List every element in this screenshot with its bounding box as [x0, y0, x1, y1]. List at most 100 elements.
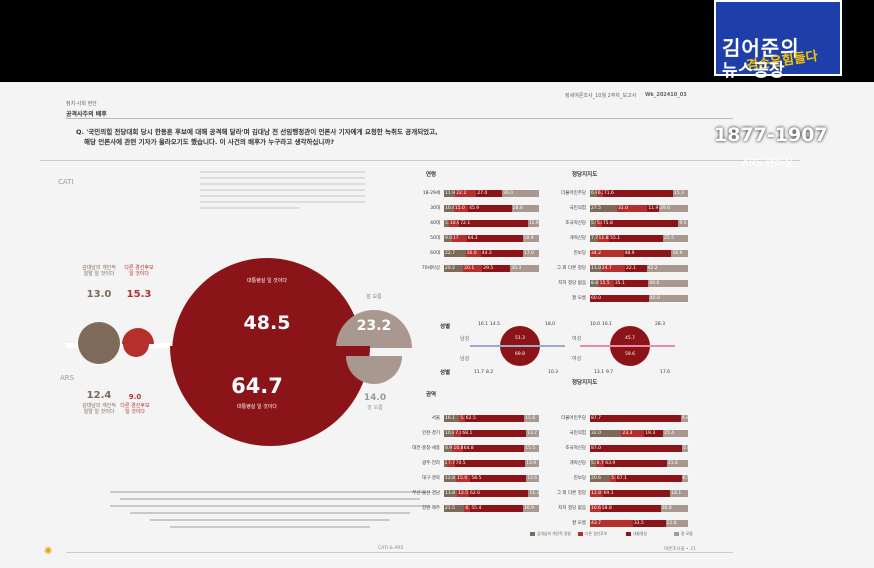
region-segment: 10.8 — [444, 430, 455, 437]
party-value: 22.1 — [625, 266, 637, 271]
region-value: 70.5 — [455, 461, 466, 466]
age-row-label: 70세이상 — [421, 266, 440, 271]
faded-text-block — [200, 167, 365, 227]
party-value: 11.8 — [598, 236, 609, 241]
male-ars-value: 69.8 — [515, 352, 526, 357]
party-ars-segment: 22.8 — [665, 520, 688, 527]
party-segment: 34.2 — [590, 250, 624, 257]
region-segment: 6.2 — [464, 505, 473, 512]
party-ars-row-label: 그 외 다른 정당 — [556, 491, 586, 496]
region-row-label: 대구·경북 — [422, 476, 440, 481]
female-ars-value: 17.6 — [660, 370, 671, 375]
age-row-label: 50대 — [430, 236, 440, 241]
party-ars-row-label: 국민의힘 — [569, 431, 586, 436]
party-bar: 5.9 5.8 75.8 9.5 — [590, 220, 688, 227]
male-cati-value: 51.3 — [515, 336, 526, 341]
age-segment: 30.3 — [510, 265, 539, 272]
party-ars-value: 33.5 — [633, 521, 644, 526]
age-value: 22.7 — [445, 251, 456, 256]
party-ars-value: 23.3 — [622, 431, 633, 436]
news-factory-logo: 김어준의 겸손은힘들다 뉴스공장 — [714, 0, 842, 81]
party-ars-value: 20.6 — [591, 476, 602, 481]
region-bar: 13.8 12.5 62.6 11.1 — [444, 490, 539, 497]
party-value: 24.7 — [601, 266, 612, 271]
age-bar: 20.2 20.1 29.5 30.3 — [444, 265, 539, 272]
party-segment: 11.0 — [590, 265, 601, 272]
party-segment: 22.1 — [624, 265, 647, 272]
party-ars-segment: 20.6 — [590, 475, 611, 482]
party-ars-bar: 12.8 69.1 18.1 — [590, 490, 688, 497]
region-value: 13.7 — [526, 431, 538, 436]
female-cati-value: 45.7 — [625, 336, 636, 341]
party-value: 5.9 — [591, 221, 599, 226]
party-ars-segment: 23.3 — [621, 430, 645, 437]
female-ars-value: 13.1 — [594, 370, 605, 375]
ars-circle-individual — [78, 343, 120, 364]
party-ars-value: 5.8 — [682, 446, 691, 451]
party-table-ars-title: 정당지지도 — [572, 380, 598, 386]
male-cati-value: 18.0 — [545, 322, 556, 327]
ars-overlay: ARS 밴버실 — [742, 158, 793, 169]
party-segment: 24.7 — [600, 265, 625, 272]
female-cati-value: 16.1 — [602, 322, 613, 327]
region-value: 13.8 — [445, 491, 456, 496]
female-ars-value: 9.7 — [606, 370, 614, 375]
region-value: 5.8 — [460, 415, 467, 422]
region-segment: 58.5 — [470, 475, 527, 482]
party-segment: 11.8 — [597, 235, 610, 242]
party-bar: 7.7 11.8 55.1 25.5 — [590, 235, 688, 242]
legend-swatch — [578, 532, 583, 536]
party-row-label: 지지 정당 없음 — [558, 281, 586, 286]
age-value: 27.0 — [477, 191, 488, 196]
party-value: 8.8 — [591, 281, 599, 286]
region-value: 15.6 — [525, 416, 536, 421]
age-value: 10.4 — [445, 206, 456, 211]
region-value: 7.7 — [447, 461, 456, 466]
party-row-label: 국민의힘 — [569, 206, 586, 211]
party-ars-bar: 43.7 33.5 22.8 — [590, 520, 688, 527]
header-right: 정세여론조사_10월 2주차_보고서 — [565, 93, 637, 99]
age-segment: 20.1 — [463, 265, 483, 272]
party-ars-value: 10.6 — [591, 506, 602, 511]
party-row-label: 개혁신당 — [569, 236, 586, 241]
party-value: 42.2 — [647, 266, 658, 271]
region-value: 12.5 — [458, 491, 469, 496]
region-value: 62.5 — [465, 416, 476, 421]
age-segment: 22.7 — [444, 250, 466, 257]
region-bar: 12.8 15.0 58.5 13.6 — [444, 475, 539, 482]
party-segment: 42.2 — [646, 265, 688, 272]
age-segment: 11.9 — [527, 220, 539, 227]
party-ars-segment: 19.3 — [644, 430, 664, 437]
cati-label: CATI — [58, 178, 74, 186]
ars-circle-other — [123, 344, 149, 357]
region-value: 7.4 — [455, 431, 463, 436]
age-segment: 10.9 — [448, 220, 460, 227]
summary-paragraph — [110, 486, 430, 533]
party-ars-row-label: 더불어민주당 — [561, 416, 586, 421]
region-value: 64.8 — [463, 446, 474, 451]
party-ars-value: 87.7 — [591, 416, 602, 421]
party-segment: 9.5 — [678, 220, 688, 227]
region-segment: 13.6 — [526, 475, 539, 482]
report-page: 정치·사회 현안 공격사주의 배후 정세여론조사_10월 2주차_보고서 Wk_… — [0, 82, 874, 568]
footer-center: CATI & ARS — [378, 546, 404, 551]
ars-individual-label: 김대남의 개인적 일탈 일 것이다 — [82, 403, 116, 415]
party-ars-segment: 26.8 — [660, 505, 688, 512]
ars-label: ARS — [60, 374, 75, 382]
male-cati-value: 16.1 — [478, 322, 489, 327]
party-segment: 29.6 — [658, 205, 688, 212]
party-value: 6.9 — [591, 191, 599, 196]
age-value: 22.2 — [456, 191, 467, 196]
region-segment: 62.6 — [468, 490, 529, 497]
party-value: 6.2 — [597, 191, 605, 196]
party-ars-bar: 32.0 23.3 19.3 25.4 — [590, 430, 688, 437]
male-cati-value: 14.5 — [490, 322, 501, 327]
flower-icon: ✺ — [44, 546, 53, 557]
age-row-label: 18-29세 — [422, 191, 440, 196]
party-ars-bar: 87.7 6.8 — [590, 415, 689, 422]
party-bar: 27.5 31.0 11.9 29.6 — [590, 205, 688, 212]
party-ars-segment: 32.0 — [590, 430, 622, 437]
age-segment: 16.0 — [465, 250, 481, 257]
party-value: 11.9 — [648, 206, 659, 211]
header-divider — [66, 118, 733, 119]
